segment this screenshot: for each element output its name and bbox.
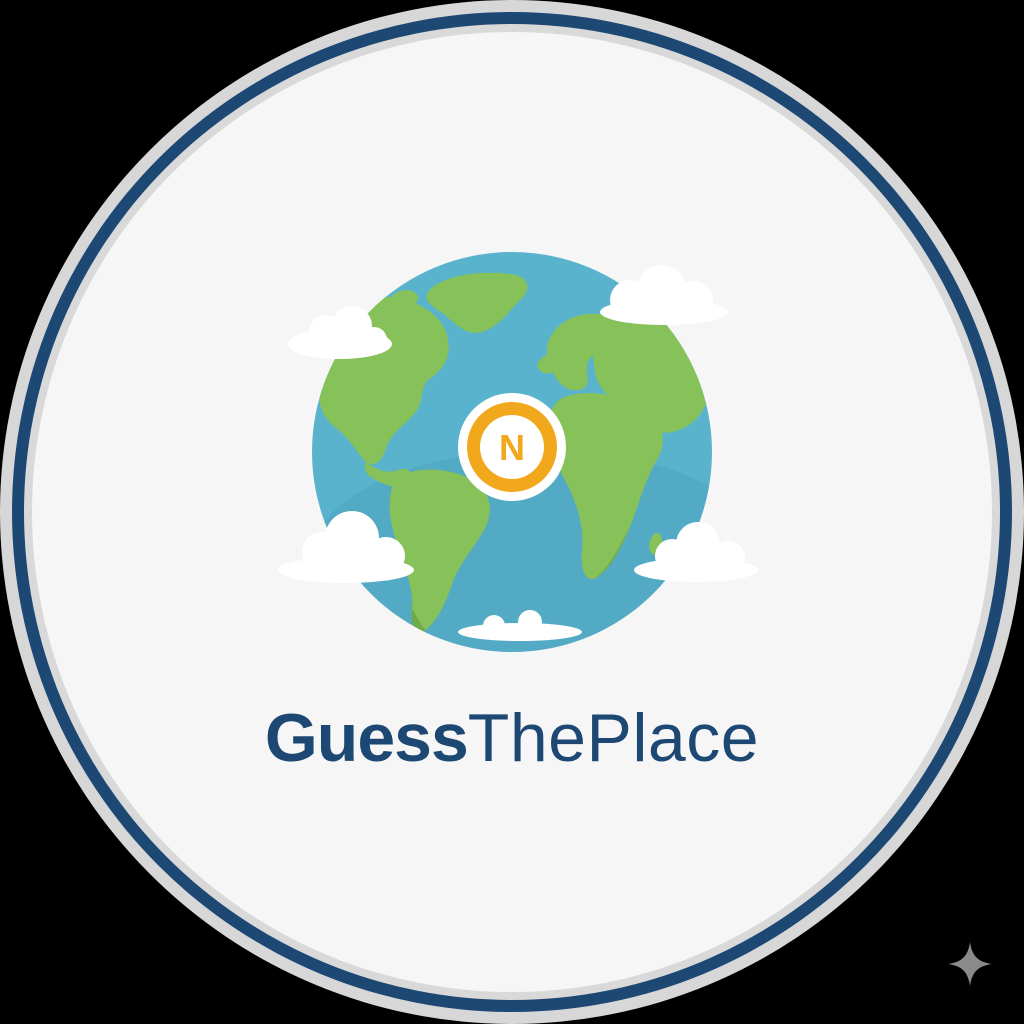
compass-icon: N — [458, 393, 566, 501]
cloud-bottom-center — [458, 610, 582, 641]
cloud-top-right — [600, 265, 728, 325]
sparkle-icon — [948, 942, 992, 986]
app-title: GuessThePlace — [0, 688, 1024, 788]
title-light-part: ThePlace — [467, 700, 760, 776]
cloud-top-left — [288, 306, 392, 359]
title-bold-part: Guess — [264, 700, 469, 776]
compass-letter: N — [499, 427, 525, 468]
cloud-bottom-left — [278, 511, 414, 583]
cloud-bottom-right — [634, 522, 758, 582]
